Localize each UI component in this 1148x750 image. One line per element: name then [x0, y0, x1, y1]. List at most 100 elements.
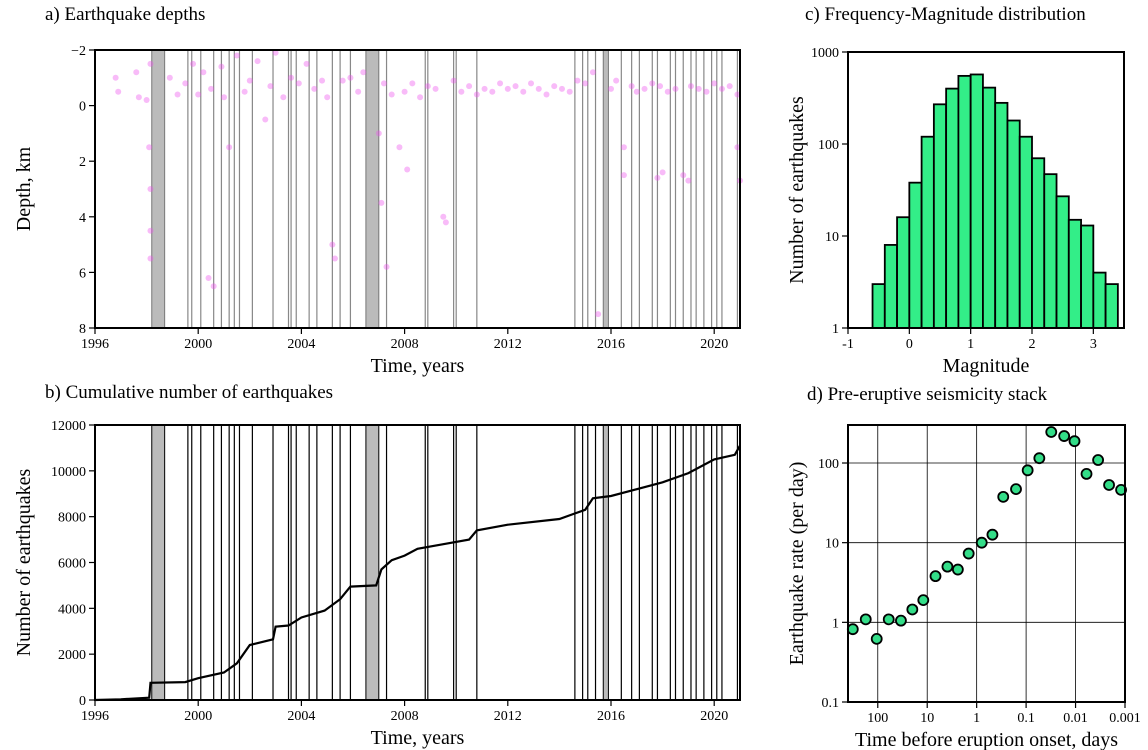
data-point	[703, 88, 710, 95]
data-point	[473, 91, 480, 98]
x-tick-label: 100	[867, 711, 888, 726]
plot-frame	[94, 49, 741, 329]
data-point	[672, 85, 679, 92]
x-tick-label: 2000	[184, 337, 212, 352]
x-tick-label: 0.1	[1017, 711, 1035, 726]
data-point	[566, 88, 573, 95]
data-point	[620, 144, 627, 151]
x-tick-label: 2	[1029, 337, 1036, 352]
data-point	[664, 88, 671, 95]
data-point	[272, 49, 279, 56]
data-point	[383, 263, 390, 270]
histogram-bar	[896, 216, 911, 329]
y-tick-label: 0	[79, 694, 86, 709]
x-tick-label: 2020	[700, 709, 728, 724]
y-axis-label: Number of earthquakes	[786, 96, 808, 284]
data-point	[146, 144, 153, 151]
data-point	[997, 490, 1010, 503]
x-tick-label: 2016	[597, 709, 625, 724]
x-tick-label: 2012	[494, 709, 522, 724]
data-point	[1092, 454, 1104, 466]
data-point	[941, 560, 954, 573]
data-point	[711, 80, 718, 87]
data-point	[882, 613, 895, 626]
y-tick-label: 12000	[51, 419, 86, 434]
data-point	[241, 88, 248, 95]
histogram-bar	[932, 103, 948, 329]
data-point	[221, 94, 227, 101]
data-point	[1021, 464, 1034, 477]
data-point	[331, 255, 338, 262]
histogram-bar	[1006, 119, 1021, 329]
data-point	[895, 614, 907, 627]
data-point	[1115, 483, 1127, 496]
data-point	[846, 623, 859, 636]
data-point	[324, 94, 331, 101]
data-point	[657, 83, 664, 90]
data-point	[975, 536, 988, 549]
data-point	[951, 563, 964, 576]
eruption-period	[602, 49, 609, 329]
x-tick-label: 2004	[287, 337, 315, 352]
data-point	[1045, 426, 1058, 438]
data-point	[695, 85, 702, 92]
data-point	[288, 74, 295, 81]
data-point	[311, 85, 318, 92]
x-tick-label: 0.01	[1063, 711, 1088, 726]
x-tick-label: 2008	[391, 709, 419, 724]
data-point	[417, 94, 424, 101]
y-tick-label: 6000	[58, 557, 86, 572]
data-point	[388, 91, 395, 98]
data-point	[210, 283, 217, 290]
histogram-bar	[982, 86, 997, 329]
data-point	[190, 60, 197, 67]
x-tick-label: 2000	[184, 709, 212, 724]
y-axis-label: Earthquake rate (per day)	[786, 462, 808, 666]
data-point	[303, 60, 310, 67]
data-point	[208, 85, 215, 92]
plot-frame	[94, 424, 741, 701]
data-point	[685, 177, 692, 184]
data-point	[143, 97, 150, 104]
data-point	[589, 69, 596, 76]
data-point	[466, 83, 473, 90]
data-point	[226, 144, 233, 151]
x-tick-label: 1996	[81, 337, 109, 352]
data-point	[633, 88, 640, 95]
data-point	[535, 85, 542, 92]
panel-title: c) Frequency-Magnitude distribution	[805, 4, 1086, 25]
y-tick-label: 8	[79, 322, 86, 337]
y-tick-label: 0.1	[822, 696, 840, 711]
data-point	[442, 219, 449, 226]
eruption-period	[365, 49, 380, 329]
data-point	[595, 311, 602, 318]
histogram-bar	[1018, 135, 1033, 329]
histogram-bar	[957, 74, 972, 329]
data-point	[608, 85, 614, 92]
data-point	[205, 274, 212, 281]
y-tick-label: 1	[832, 616, 839, 631]
x-tick-label: 1	[967, 337, 974, 352]
x-axis-label: Time, years	[371, 355, 465, 377]
data-point	[543, 91, 550, 98]
data-point	[360, 69, 367, 76]
y-tick-label: 1000	[811, 46, 839, 61]
histogram-bar	[1104, 283, 1119, 329]
data-point	[347, 74, 354, 81]
data-point	[375, 130, 382, 137]
y-tick-label: 0	[79, 100, 86, 115]
x-tick-label: 10	[920, 711, 934, 726]
data-point	[295, 80, 302, 87]
histogram-bar	[920, 135, 935, 329]
data-point	[133, 69, 140, 76]
data-point	[613, 77, 620, 84]
data-point	[380, 80, 387, 87]
data-point	[200, 69, 207, 76]
histogram-bar	[1055, 195, 1070, 329]
y-tick-label: 8000	[58, 511, 86, 526]
data-point	[1103, 479, 1115, 491]
data-point	[329, 241, 336, 248]
data-point	[182, 80, 189, 87]
x-tick-label: 0.001	[1109, 711, 1141, 726]
data-point	[378, 199, 385, 206]
